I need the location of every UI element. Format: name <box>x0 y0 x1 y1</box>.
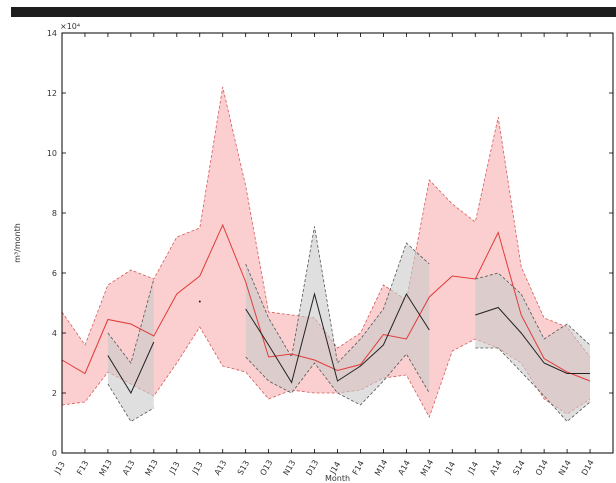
x-tick-label: J13 <box>52 460 67 476</box>
x-tick-label: N13 <box>281 459 297 478</box>
uncertainty-bands <box>61 86 591 423</box>
y-tick-label: 8 <box>52 209 57 218</box>
x-tick-label: A13 <box>121 459 137 477</box>
series-2-band-3 <box>245 226 430 405</box>
x-tick-label: A14 <box>396 459 412 477</box>
series-2-upper-bound-1 <box>107 278 155 364</box>
x-tick-label: S14 <box>511 459 526 477</box>
y-tick-label: 14 <box>47 29 57 38</box>
top-bar <box>11 7 616 17</box>
y-axis-label: m³/month <box>13 223 22 263</box>
series-2-line-1 <box>107 341 155 395</box>
x-tick-label: A13 <box>213 459 229 477</box>
y-tick-label: 0 <box>52 449 57 458</box>
x-tick-label: D13 <box>304 458 320 477</box>
y-axis-ticks: 0 2 4 6 8 10 12 14 <box>47 29 613 458</box>
x-tick-label: O14 <box>534 458 550 477</box>
series-2-lower-bound-3 <box>245 353 430 406</box>
x-tick-label: F13 <box>75 459 90 476</box>
x-tick-label: J13 <box>167 460 182 476</box>
x-tick-label: M14 <box>373 458 389 477</box>
series-2-lower-bound-4 <box>475 347 591 423</box>
series-2-line-4 <box>475 306 590 374</box>
x-axis-label: Month <box>325 474 350 483</box>
x-tick-label: M14 <box>419 458 435 477</box>
x-tick-label: J13 <box>190 460 205 476</box>
y-tick-label: 6 <box>52 269 57 278</box>
series-1-band-1 <box>62 87 590 417</box>
x-tick-label: N14 <box>557 459 573 478</box>
y-tick-label: 10 <box>47 149 57 158</box>
y-tick-label: 2 <box>52 389 57 398</box>
x-tick-label: S13 <box>236 459 251 477</box>
series-2-upper-bound-3 <box>245 226 430 364</box>
y-tick-label: 4 <box>52 329 57 338</box>
x-tick-label: O13 <box>258 458 274 477</box>
y-tick-label: 12 <box>47 89 57 98</box>
series-2-upper-bound-4 <box>475 272 591 346</box>
y-axis-exponent: ×10⁴ <box>60 22 80 31</box>
series-1-line-1 <box>61 223 591 382</box>
x-tick-label: M13 <box>98 458 114 477</box>
series-2-line-3 <box>245 292 430 384</box>
x-tick-label: D14 <box>580 458 596 477</box>
x-tick-label: J14 <box>443 460 458 476</box>
x-tick-label: F14 <box>351 459 366 476</box>
series-2-point-2 <box>198 300 201 303</box>
x-tick-label: J14 <box>466 460 481 476</box>
series-lines <box>61 223 591 395</box>
series-2-band-1 <box>107 279 154 422</box>
x-tick-label: M13 <box>143 458 159 477</box>
series-2-lower-bound-1 <box>107 383 155 423</box>
x-tick-label: A14 <box>488 459 504 477</box>
